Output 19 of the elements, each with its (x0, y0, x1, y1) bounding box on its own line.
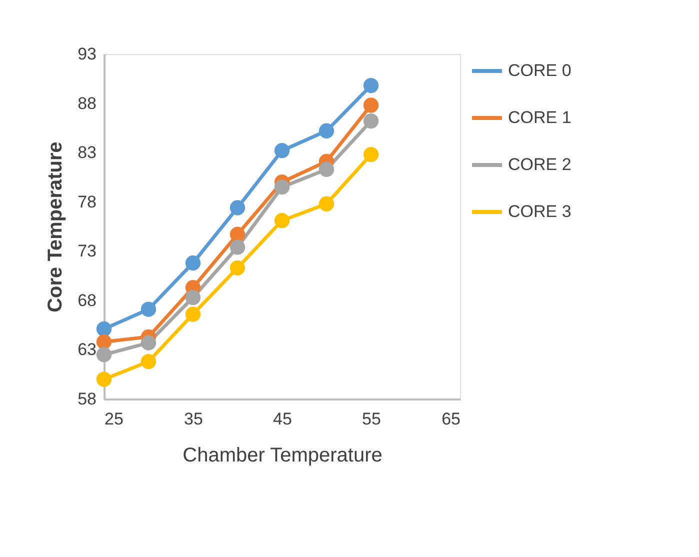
y-tick-label: 68 (78, 290, 96, 310)
y-tick-label: 83 (78, 143, 96, 162)
y-tick-label: 63 (78, 340, 96, 360)
y-tick-label: 58 (78, 390, 96, 408)
y-tick-label: 93 (78, 44, 96, 64)
legend-label: CORE 3 (508, 202, 572, 221)
x-tick-label: 65 (442, 410, 460, 428)
x-axis-title: Chamber Temperature (182, 444, 382, 466)
legend-label: CORE 0 (508, 61, 572, 80)
y-tick-label: 78 (78, 192, 96, 212)
x-tick-label: 25 (104, 410, 124, 428)
x-tick-label: 35 (184, 410, 203, 428)
x-tick-label: 45 (273, 410, 292, 428)
legend-label: CORE 1 (508, 108, 572, 127)
y-axis-title: Core Temperature (44, 142, 67, 312)
legend-label: CORE 2 (508, 155, 572, 174)
y-tick-label: 88 (78, 94, 96, 113)
y-tick-label: 73 (78, 242, 96, 261)
x-tick-label: 55 (362, 410, 381, 428)
